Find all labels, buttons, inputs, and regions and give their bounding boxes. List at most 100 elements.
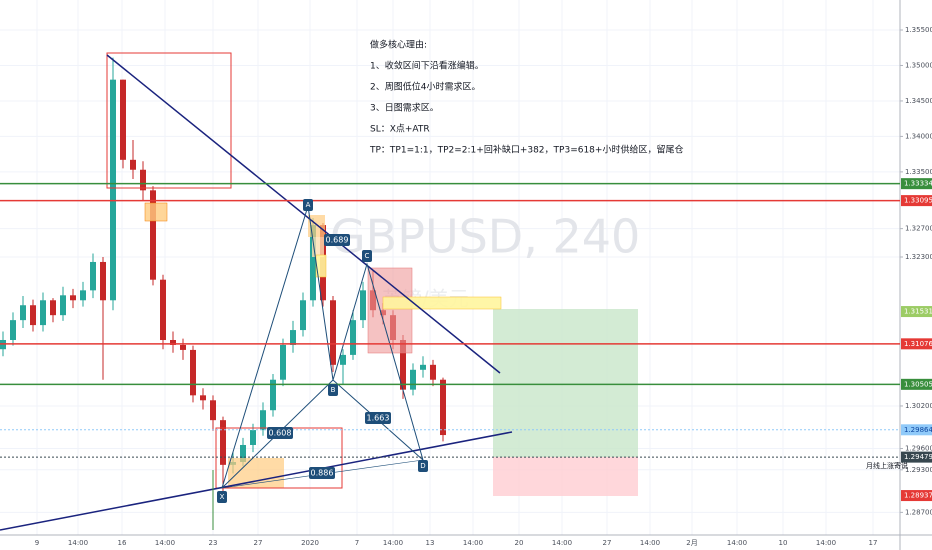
price-label-box [901, 378, 932, 390]
price-label: 1.33334 [904, 180, 932, 188]
x-tick-label: 27 [254, 539, 263, 547]
price-label-box [901, 424, 932, 436]
pattern-point-label: A [306, 201, 311, 209]
candle-body [430, 364, 436, 380]
y-tick-label: 1.32700 [905, 225, 932, 233]
y-tick-label: 1.30200 [905, 402, 932, 410]
price-label-box [901, 338, 932, 350]
candle-body [260, 410, 266, 431]
note-line: 2、周图低位4小时需求区。 [370, 81, 480, 93]
ratio-label: 1.663 [367, 414, 390, 423]
candle-body [340, 354, 346, 365]
note-line: 1、收敛区间下沿看涨编辑。 [370, 60, 484, 72]
y-tick-label: 1.34500 [905, 97, 932, 105]
pattern-point-box [303, 199, 313, 211]
pattern-point-box [217, 491, 227, 503]
candle-body [170, 339, 176, 345]
ratio-label: 0.608 [269, 429, 292, 438]
candle-body [190, 349, 196, 396]
candle-body [350, 320, 356, 355]
x-tick-label: 20 [515, 539, 524, 547]
trendline [0, 431, 513, 531]
price-label: 1.30505 [904, 380, 932, 388]
pattern-point-label: D [420, 462, 425, 470]
candle-body [90, 261, 96, 291]
x-tick-label: 14:00 [727, 539, 747, 547]
pattern-point-label: B [331, 386, 336, 394]
candle-body [310, 225, 316, 301]
pattern-point-label: C [365, 252, 370, 260]
y-tick-label: 1.35500 [905, 26, 932, 34]
note-line: TP：TP1=1:1，TP2=2:1+回补缺口+382，TP3=618+小时供给… [369, 144, 683, 156]
price-label: 1.29864 [904, 426, 932, 434]
candle-body [240, 444, 246, 463]
price-label: 1.29479 [904, 453, 932, 461]
note-line: 3、日图需求区。 [370, 102, 439, 114]
y-tick-label: 1.34000 [905, 132, 932, 140]
note-line: 做多核心理由: [370, 39, 427, 51]
price-label-box [901, 490, 932, 502]
candle-body [130, 159, 136, 170]
box [106, 52, 232, 189]
y-tick-label: 1.33500 [905, 168, 932, 176]
candle-body [360, 290, 366, 321]
candle-body [100, 261, 106, 301]
x-tick-label: 14:00 [383, 539, 403, 547]
x-tick-label: 17 [869, 539, 878, 547]
candle-body [160, 279, 166, 340]
candle-body [210, 400, 216, 421]
candle-body [20, 305, 26, 321]
candle-body [270, 379, 276, 411]
profit-zone [493, 309, 638, 457]
candle-body [40, 300, 46, 326]
zone [144, 202, 168, 222]
candle-body [290, 330, 296, 345]
y-tick-label: 1.28700 [905, 508, 932, 516]
candle-body [50, 300, 56, 316]
candle-body [10, 320, 16, 340]
candle-body [420, 364, 426, 370]
price-label: 1.31076 [904, 340, 932, 348]
candle-body [410, 369, 416, 390]
price-label-box [901, 178, 932, 190]
candle-body [30, 305, 36, 326]
x-tick-label: 14:00 [552, 539, 572, 547]
candle-body [280, 344, 286, 380]
candle-body [60, 295, 66, 316]
ratio-label: 0.689 [326, 236, 349, 245]
candle-body [250, 430, 256, 445]
candle-body [180, 344, 186, 350]
zone [315, 254, 327, 278]
candle-body [140, 169, 146, 191]
x-tick-label: 7 [355, 539, 359, 547]
y-tick-label: 1.35000 [905, 61, 932, 69]
y-tick-label: 1.29300 [905, 466, 932, 474]
candle-body [80, 290, 86, 301]
watermark-title: GBPUSD, 240 [330, 210, 640, 264]
zone [367, 267, 413, 354]
x-tick-label: 23 [209, 539, 218, 547]
price-label-box [901, 195, 932, 207]
x-tick-label: 16 [118, 539, 127, 547]
trendline [106, 54, 501, 374]
drawings [0, 52, 638, 531]
zone [382, 296, 502, 310]
grid [0, 0, 900, 535]
candle-body [440, 379, 446, 436]
candle-body [150, 190, 156, 280]
x-tick-label: 13 [426, 539, 435, 547]
ratio-label: 0.886 [311, 469, 334, 478]
price-label: 1.33095 [904, 197, 932, 205]
candle-body [300, 300, 306, 331]
pattern-point-box [328, 384, 338, 396]
y-tick-label: 1.29600 [905, 445, 932, 453]
candle-body [0, 339, 6, 350]
ratio-box [309, 467, 335, 479]
candle-body [220, 420, 226, 465]
ratio-box [324, 234, 350, 246]
price-label-box [901, 306, 932, 318]
x-tick-label: 27 [603, 539, 612, 547]
candle-body [400, 339, 406, 390]
candle-body [330, 300, 336, 365]
